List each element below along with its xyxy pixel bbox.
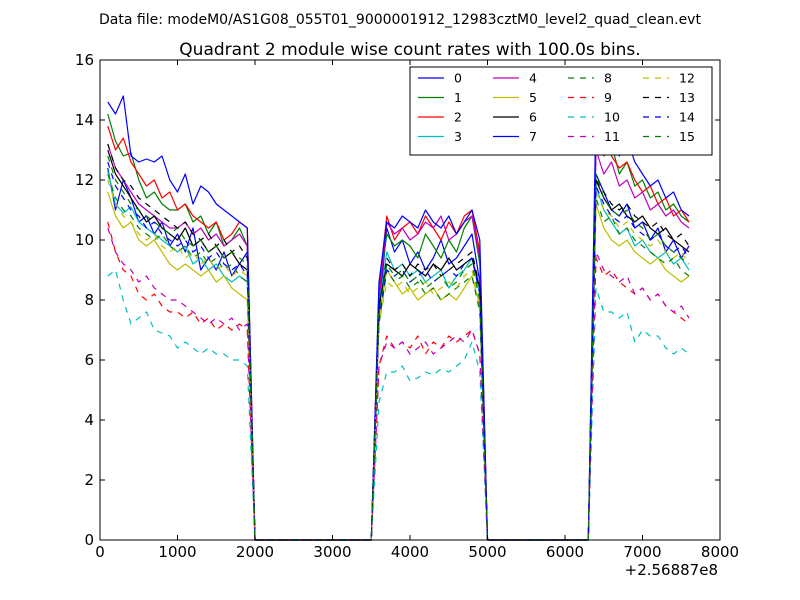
legend-label-3: 3 — [454, 129, 462, 144]
legend-label-7: 7 — [529, 129, 537, 144]
series-line-7 — [107, 95, 690, 541]
legend-label-13: 13 — [679, 90, 695, 105]
y-tick-label: 12 — [75, 171, 94, 189]
legend-frame — [409, 66, 713, 156]
y-tick-label: 6 — [84, 351, 94, 369]
legend-label-14: 14 — [679, 110, 695, 125]
legend-label-1: 1 — [454, 90, 462, 105]
legend-label-4: 4 — [529, 71, 537, 86]
y-tick-label: 2 — [84, 471, 94, 489]
y-tick-label: 8 — [84, 291, 94, 309]
x-tick-label: 3000 — [313, 543, 351, 561]
x-tick-label: 5000 — [468, 543, 506, 561]
x-tick-label: 1000 — [158, 543, 196, 561]
series-line-1 — [107, 113, 690, 541]
x-tick-label: 0 — [95, 543, 105, 561]
x-tick-label: 2000 — [236, 543, 274, 561]
y-tick-label: 16 — [75, 51, 94, 69]
series-line-11 — [107, 227, 690, 541]
legend-label-10: 10 — [604, 110, 620, 125]
x-tick-label: 4000 — [391, 543, 429, 561]
legend-label-9: 9 — [604, 90, 612, 105]
series-line-9 — [107, 221, 690, 541]
x-tick-label: 8000 — [701, 543, 739, 561]
legend-label-5: 5 — [529, 90, 537, 105]
legend-label-0: 0 — [454, 71, 462, 86]
x-axis: 0 1000 2000 3000 4000 5000 6000 7000 8000 — [95, 60, 739, 561]
legend-label-11: 11 — [604, 129, 620, 144]
y-tick-label: 10 — [75, 231, 94, 249]
x-tick-label: 6000 — [546, 543, 584, 561]
figure-suptitle: Data file: modeM0/AS1G08_055T01_90000019… — [99, 12, 701, 28]
legend-label-6: 6 — [529, 110, 537, 125]
series-line-8 — [107, 173, 690, 541]
x-tick-label: 7000 — [623, 543, 661, 561]
series-line-3 — [107, 170, 690, 541]
legend-label-2: 2 — [454, 110, 462, 125]
series-line-6 — [107, 149, 690, 541]
series-line-15 — [107, 155, 690, 541]
y-tick-label: 14 — [75, 111, 94, 129]
series-line-14 — [107, 161, 690, 541]
legend-label-12: 12 — [679, 71, 695, 86]
series-line-10 — [107, 269, 690, 541]
legend-label-15: 15 — [679, 129, 695, 144]
legend-label-8: 8 — [604, 71, 612, 86]
y-tick-label: 4 — [84, 411, 94, 429]
chart-title: Quadrant 2 module wise count rates with … — [179, 40, 640, 60]
series-layer — [107, 95, 690, 541]
x-offset-label: +2.56887e8 — [625, 561, 718, 579]
y-tick-label: 0 — [84, 531, 94, 549]
